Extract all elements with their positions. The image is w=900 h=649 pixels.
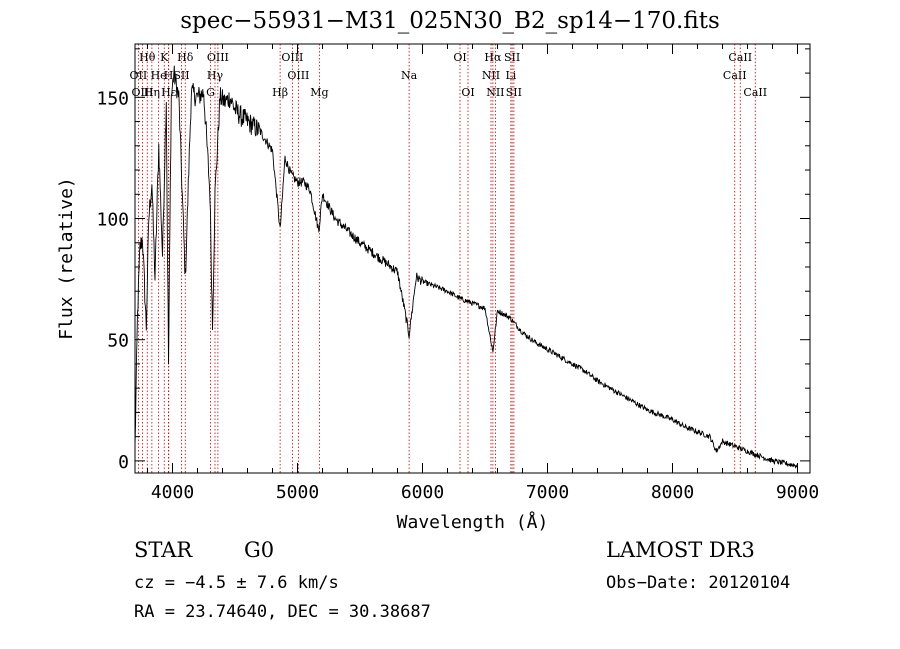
chart-title: spec−55931−M31_025N30_B2_sp14−170.fits: [180, 8, 720, 34]
line-marker-label: G: [206, 86, 215, 99]
plot-frame: [134, 43, 811, 474]
x-tick-label: 5000: [276, 482, 319, 503]
line-marker-label: SII: [504, 51, 520, 64]
line-marker-label: OIII: [207, 51, 229, 64]
x-tick-label: 4000: [151, 482, 194, 503]
line-marker-label: OII: [130, 69, 148, 82]
y-axis-label: Flux (relative): [56, 177, 77, 340]
line-marker-label: NII: [482, 69, 500, 82]
survey-name: LAMOST DR3: [606, 538, 755, 562]
line-marker-label: NII: [486, 86, 504, 99]
line-marker-label: Hη: [144, 86, 160, 99]
line-marker-label: He: [151, 69, 167, 82]
line-marker-label: SII: [506, 86, 522, 99]
x-axis-label: Wavelength (Å): [397, 511, 549, 533]
x-tick-label: 8000: [651, 482, 694, 503]
line-marker-label: OI: [453, 51, 466, 64]
x-tick-label: 9000: [776, 482, 819, 503]
line-marker-labels: Hθ OII OIII He Hη KH Hε Hδ SII OIII Hγ G OIII OIII Hβ M…: [130, 51, 768, 99]
line-marker-label: Hδ: [177, 51, 194, 64]
coordinates: RA = 23.74640, DEC = 30.38687: [134, 602, 431, 622]
line-marker-label: OIII: [281, 51, 303, 64]
redshift-velocity: cz = −4.5 ± 7.6 km/s: [134, 573, 339, 593]
line-marker-label: CaII: [743, 86, 767, 99]
line-marker-label: Hθ: [139, 51, 156, 64]
line-marker-label: Hγ: [207, 69, 224, 82]
plot-axes: 4000 5000 6000 7000 8000 9000 0 50 100 150 Wavelen…: [56, 43, 819, 533]
line-marker-label: CaII: [723, 69, 747, 82]
y-tick-label: 0: [118, 452, 129, 473]
line-marker-label: CaII: [728, 51, 752, 64]
line-marker-label: H: [164, 69, 174, 82]
line-marker-label: Hα: [484, 51, 502, 64]
y-tick-label: 100: [96, 210, 129, 231]
object-type: STAR: [134, 538, 193, 562]
observation-date: Obs−Date: 20120104: [606, 573, 791, 593]
line-marker-label: Li: [505, 69, 516, 82]
line-markers: [137, 44, 756, 473]
x-tick-label: 6000: [401, 482, 444, 503]
x-tick-label: 7000: [526, 482, 569, 503]
line-marker-label: K: [160, 51, 169, 64]
line-marker-label: OIII: [287, 69, 309, 82]
object-class: G0: [244, 538, 275, 562]
line-marker-label: SII: [173, 69, 189, 82]
line-marker-label: Na: [401, 69, 418, 82]
line-marker-label: OI: [461, 86, 474, 99]
spectrum-line-0: [134, 65, 798, 469]
line-marker-label: Hβ: [272, 86, 288, 99]
y-tick-label: 50: [107, 331, 129, 352]
line-marker-label: Hε: [161, 86, 177, 99]
line-marker-label: Mg: [310, 86, 328, 99]
line-marker-label: OIII: [131, 86, 153, 99]
y-tick-label: 150: [96, 88, 129, 109]
spectrum-series: [134, 65, 798, 469]
